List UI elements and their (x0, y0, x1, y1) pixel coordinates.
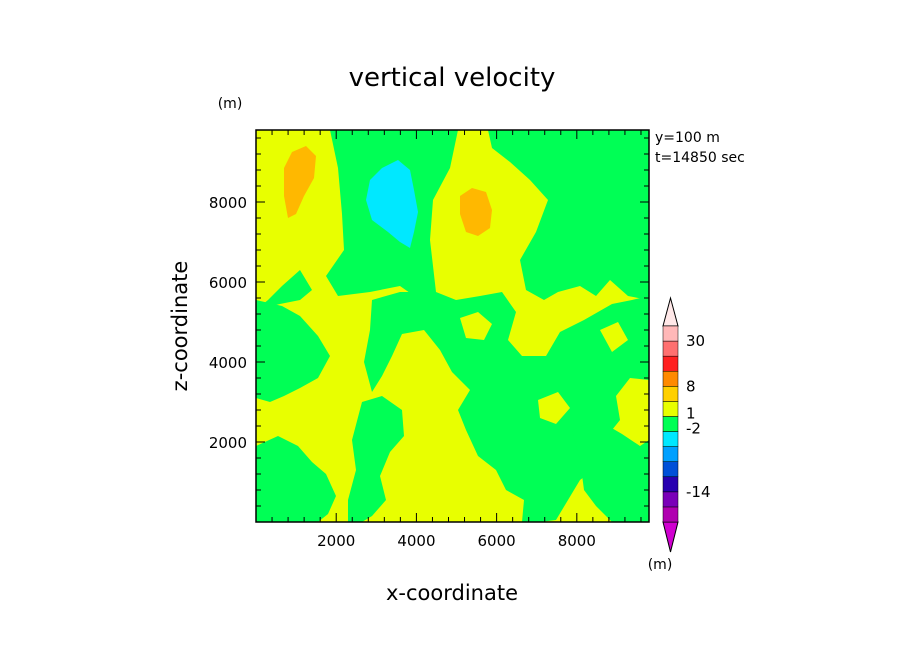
field-island-yellow-2 (538, 392, 570, 424)
x-tick-label: 6000 (478, 532, 516, 550)
field-region-green-lower-center (348, 396, 404, 522)
colorbar-band (662, 446, 679, 462)
colorbar-low-arrow (662, 521, 679, 553)
axis-tick-labels: 2000 4000 6000 8000 2000 4000 6000 8000 (209, 194, 596, 550)
y-tick-label: 2000 (209, 434, 247, 452)
field-cell-cyan (366, 160, 418, 248)
field-region-green-bottom-right (572, 420, 649, 522)
colorbar-label: 30 (686, 332, 705, 350)
y-tick-label: 8000 (209, 194, 247, 212)
colorbar-band (662, 401, 679, 417)
field-region-green-top-right (488, 130, 649, 300)
chart-title: vertical velocity (349, 63, 556, 93)
colorbar-band (662, 386, 679, 402)
plot-frame (255, 129, 650, 523)
field-island-yellow-1 (460, 312, 492, 340)
colorbar-band (662, 355, 679, 372)
y-unit-label: (m) (218, 96, 243, 112)
info-time: t=14850 sec (655, 150, 745, 166)
axis-ticks (256, 130, 649, 522)
info-y-position: y=100 m (655, 130, 720, 146)
field-cell-orange-center (460, 188, 492, 236)
colorbar-label: 8 (686, 377, 696, 395)
field-region-green-lower-left (256, 436, 336, 522)
colorbar-unit-label: (m) (648, 557, 673, 573)
colorbar-band (662, 325, 679, 342)
colorbar-band (662, 416, 679, 432)
contour-field (256, 130, 649, 522)
field-region-green-left (256, 300, 330, 402)
y-axis-label: z-coordinate (168, 261, 192, 392)
x-axis-label: x-coordinate (386, 581, 518, 605)
y-tick-label: 6000 (209, 274, 247, 292)
colorbar-band (662, 476, 679, 493)
colorbar-label: -2 (686, 420, 701, 438)
colorbar-band (662, 461, 679, 478)
colorbar: 30 8 1-2 -14 (662, 296, 711, 553)
colorbar-band (662, 506, 679, 523)
colorbar-high-arrow (662, 296, 679, 327)
field-island-yellow-3 (430, 452, 462, 486)
colorbar-band (662, 431, 679, 447)
x-tick-label: 4000 (397, 532, 435, 550)
field-region-green-center (364, 292, 649, 522)
field-cell-orange-left (284, 146, 316, 218)
field-island-yellow-4 (600, 322, 628, 352)
colorbar-label: 1 (686, 404, 696, 422)
y-tick-label: 4000 (209, 354, 247, 372)
field-region-green-left-small (256, 270, 312, 310)
colorbar-label: -14 (686, 483, 711, 501)
colorbar-band (662, 370, 679, 387)
colorbar-band (662, 340, 679, 357)
x-tick-label: 2000 (317, 532, 355, 550)
colorbar-band (662, 491, 679, 508)
x-tick-label: 8000 (558, 532, 596, 550)
